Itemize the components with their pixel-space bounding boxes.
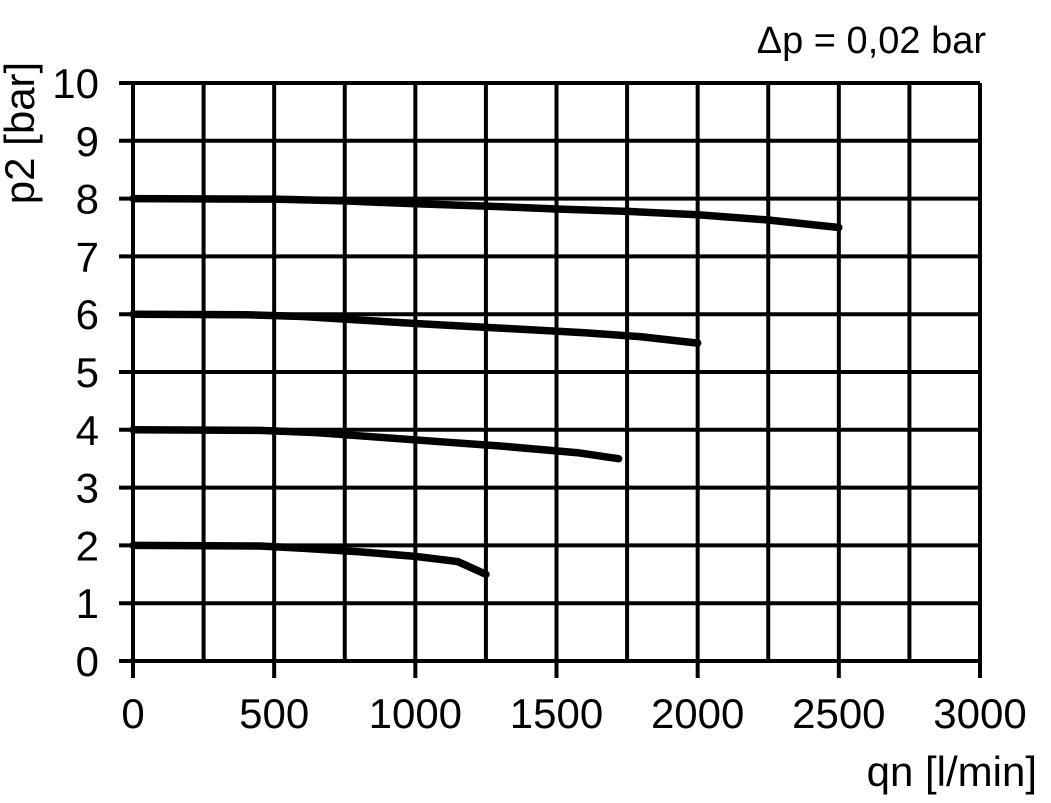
y-tick-label: 3 — [76, 465, 99, 512]
tick-labels: 0 1 2 3 4 5 6 7 8 9 10 0 500 1000 1500 2000 2500 3000 — [52, 60, 1026, 737]
curve-4-bar — [129, 426, 623, 463]
x-tick-label: 2000 — [651, 690, 744, 737]
x-tick-label: 1500 — [510, 690, 603, 737]
x-axis-label: qn [l/min] — [867, 748, 1037, 795]
axis-ticks — [131, 661, 982, 678]
chart-title: Δp = 0,02 bar — [757, 20, 987, 62]
x-tick-label: 3000 — [933, 690, 1026, 737]
y-tick-label: 6 — [76, 291, 99, 338]
y-axis-label: p2 [bar] — [0, 62, 43, 204]
y-tick-label: 4 — [76, 407, 99, 454]
grid — [119, 81, 982, 663]
y-tick-label: 9 — [76, 118, 99, 165]
y-tick-label: 1 — [76, 580, 99, 627]
y-tick-label: 2 — [76, 522, 99, 569]
x-tick-label: 0 — [121, 690, 144, 737]
x-tick-label: 2500 — [792, 690, 885, 737]
y-tick-label: 0 — [76, 638, 99, 685]
y-tick-label: 7 — [76, 233, 99, 280]
flow-curves — [129, 194, 843, 579]
curve-6-bar — [129, 310, 702, 347]
curve-2-bar — [129, 541, 490, 579]
curve-8-bar — [129, 194, 843, 232]
y-tick-label: 8 — [76, 176, 99, 223]
y-tick-label: 5 — [76, 349, 99, 396]
y-tick-label: 10 — [52, 60, 99, 107]
x-tick-label: 500 — [239, 690, 309, 737]
x-tick-label: 1000 — [369, 690, 462, 737]
